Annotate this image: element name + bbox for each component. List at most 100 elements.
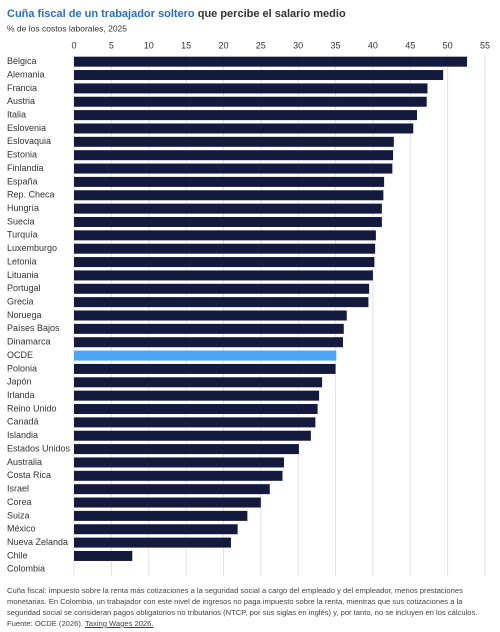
category-label: Letonia	[7, 256, 37, 266]
bar	[74, 163, 393, 174]
category-label: Suiza	[7, 510, 30, 520]
category-label: Japón	[7, 377, 32, 387]
category-label: Noruega	[7, 310, 42, 320]
chart-subtitle: % de los costos laborales, 2025	[7, 23, 127, 33]
chart: Cuña fiscal de un trabajador soltero que…	[7, 8, 490, 576]
bar	[74, 110, 417, 121]
bar	[74, 230, 376, 241]
footer-source: Fuente: OCDE (2026).	[7, 619, 83, 628]
footer: Cuña fiscal: impuesto sobre la renta más…	[7, 585, 493, 629]
bar	[74, 350, 337, 361]
category-label: Bélgica	[7, 56, 37, 66]
category-label: Estonia	[7, 150, 37, 160]
category-label: Suecia	[7, 216, 35, 226]
bar	[74, 96, 427, 107]
category-label: Portugal	[7, 283, 41, 293]
category-label: España	[7, 176, 38, 186]
bar	[74, 497, 261, 508]
category-label: Colombia	[7, 564, 45, 574]
bar	[74, 283, 370, 294]
bar	[74, 470, 283, 481]
bar	[74, 136, 394, 147]
bar	[74, 390, 320, 401]
category-label: Turquía	[7, 230, 38, 240]
bar	[74, 417, 316, 428]
x-tick-label: 50	[443, 40, 453, 50]
category-label: Rep. Checa	[7, 190, 55, 200]
category-label: Italia	[7, 109, 26, 119]
category-label: Grecia	[7, 297, 34, 307]
category-label: Canadá	[7, 417, 39, 427]
x-tick-label: 45	[405, 40, 415, 50]
category-label: Eslovaquia	[7, 136, 51, 146]
category-label: Irlanda	[7, 390, 35, 400]
x-tick-label: 5	[109, 40, 114, 50]
bar	[74, 484, 270, 495]
category-label: Francia	[7, 83, 37, 93]
title-highlight: Cuña fiscal de un trabajador soltero	[7, 8, 195, 20]
bar	[74, 310, 347, 321]
category-label: Países Bajos	[7, 323, 60, 333]
bar	[74, 377, 323, 388]
footer-note: Cuña fiscal: impuesto sobre la renta más…	[7, 586, 478, 617]
category-label: Finlandia	[7, 163, 44, 173]
bar	[74, 537, 231, 548]
category-label: Corea	[7, 497, 32, 507]
x-tick-label: 0	[71, 40, 76, 50]
x-tick-label: 20	[218, 40, 228, 50]
category-label: Chile	[7, 550, 28, 560]
bar	[74, 216, 382, 227]
bar	[74, 83, 428, 94]
bar	[74, 337, 344, 348]
source-link[interactable]: Taxing Wages 2026.	[84, 619, 154, 628]
bar	[74, 203, 382, 214]
category-label: Austria	[7, 96, 35, 106]
bar	[74, 457, 284, 468]
x-tick-label: 35	[331, 40, 341, 50]
category-label: Dinamarca	[7, 337, 51, 347]
category-label: Costa Rica	[7, 470, 51, 480]
category-label: Islandia	[7, 430, 38, 440]
category-label: Luxemburgo	[7, 243, 57, 253]
category-label: Israel	[7, 484, 29, 494]
category-label: Polonia	[7, 363, 37, 373]
bar	[74, 150, 394, 161]
category-label: Hungría	[7, 203, 39, 213]
category-label: México	[7, 524, 36, 534]
x-tick-label: 30	[293, 40, 303, 50]
bar	[74, 70, 444, 81]
category-label: Eslovenia	[7, 123, 46, 133]
footer-source-line: Fuente: OCDE (2026). Taxing Wages 2026.	[7, 618, 493, 629]
bar	[74, 550, 133, 561]
bar	[74, 243, 376, 254]
category-label: Lituania	[7, 270, 39, 280]
x-tick-label: 55	[480, 40, 490, 50]
bar	[74, 510, 248, 521]
x-tick-label: 40	[368, 40, 378, 50]
x-tick-label: 15	[181, 40, 191, 50]
category-label: Reino Unido	[7, 403, 57, 413]
bar	[74, 257, 375, 268]
bar	[74, 123, 414, 134]
bar	[74, 524, 238, 535]
category-label: Nueva Zelanda	[7, 537, 68, 547]
bar	[74, 323, 344, 334]
title-rest: que percibe el salario medio	[198, 8, 346, 20]
category-label: OCDE	[7, 350, 33, 360]
bar	[74, 176, 385, 187]
bar	[74, 56, 468, 67]
bar	[74, 430, 311, 441]
category-label: Australia	[7, 457, 42, 467]
bar	[74, 190, 384, 201]
x-tick-label: 10	[144, 40, 154, 50]
category-label: Estados Unidos	[7, 443, 71, 453]
x-tick-label: 25	[256, 40, 266, 50]
bar	[74, 404, 318, 415]
bar	[74, 270, 373, 281]
bar	[74, 444, 299, 455]
chart-title: Cuña fiscal de un trabajador soltero que…	[7, 8, 346, 20]
bar	[74, 297, 369, 308]
bar	[74, 363, 336, 374]
category-label: Alemania	[7, 69, 45, 79]
